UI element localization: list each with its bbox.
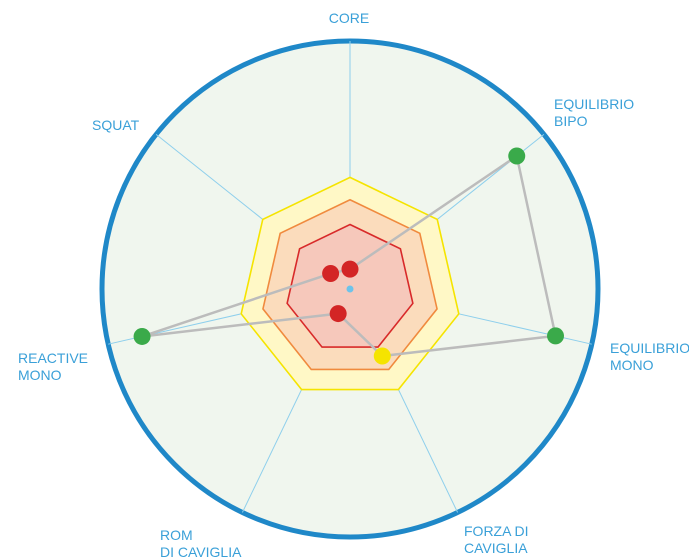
data-point bbox=[547, 327, 565, 345]
center-dot bbox=[346, 285, 354, 293]
axis-label: SQUAT bbox=[92, 117, 140, 133]
axis-label: EQUILIBRIO BIPO bbox=[554, 96, 634, 129]
axis-label: EQUILIBRIO MONO bbox=[610, 340, 689, 373]
data-point bbox=[373, 347, 391, 365]
data-point bbox=[341, 260, 359, 278]
data-point bbox=[322, 265, 340, 283]
axis-label: FORZA DI CAVIGLIA bbox=[464, 523, 529, 556]
axis-labels: CORE EQUILIBRIO BIPO EQUILIBRIO MONO FORZA DI… bbox=[18, 10, 689, 559]
axis-label: REACTIVE MONO bbox=[18, 350, 88, 383]
data-point bbox=[133, 327, 151, 345]
axis-label: ROM DI CAVIGLIA bbox=[160, 527, 242, 559]
axis-label: CORE bbox=[329, 10, 369, 26]
score-polyline bbox=[140, 154, 557, 358]
data-points bbox=[133, 147, 565, 365]
data-point bbox=[329, 305, 347, 323]
data-point bbox=[508, 147, 526, 165]
